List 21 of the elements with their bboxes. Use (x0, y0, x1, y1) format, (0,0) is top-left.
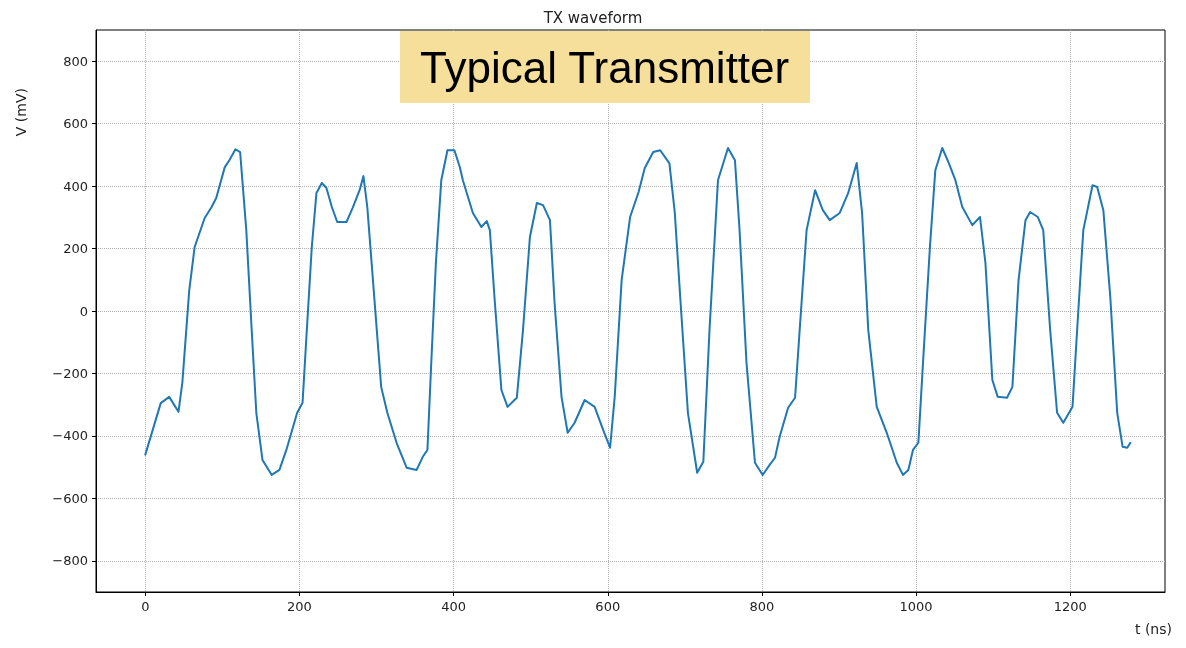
x-tick-label: 200 (287, 599, 312, 614)
annotation: Typical Transmitter (420, 42, 790, 92)
y-tick-label: 0 (79, 303, 88, 319)
y-tick-label: −400 (52, 428, 88, 444)
y-tick-label: −800 (52, 553, 88, 569)
y-tick-label: 600 (63, 116, 88, 132)
x-tick-label: 1200 (1053, 599, 1087, 614)
y-tick-label: −200 (52, 365, 88, 381)
x-tick-label: 0 (141, 599, 150, 614)
line-series (144, 147, 1132, 476)
x-tick-label: 400 (441, 599, 467, 614)
y-tick-label: −600 (52, 490, 88, 506)
y-tick-label: 200 (63, 241, 88, 257)
chart-title: TX waveform (542, 8, 643, 27)
y-tick-label: 400 (63, 178, 88, 194)
x-tick-label: 800 (749, 599, 775, 614)
x-axis-title: t (ns) (1134, 621, 1172, 637)
x-tick-label: 1000 (899, 599, 933, 614)
y-axis-title: V (mV) (13, 87, 29, 137)
x-tick-label: 600 (595, 599, 621, 614)
y-tick-label: 800 (63, 53, 88, 69)
